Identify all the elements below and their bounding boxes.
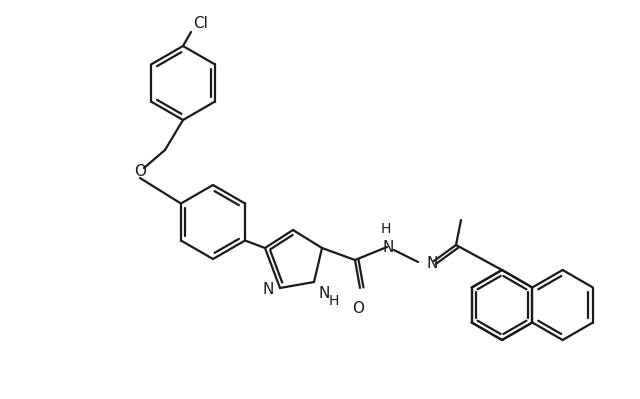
Text: O: O — [352, 301, 364, 316]
Text: O: O — [134, 164, 146, 180]
Text: N: N — [318, 286, 330, 301]
Text: Cl: Cl — [193, 16, 208, 31]
Text: H: H — [381, 222, 391, 236]
Text: N: N — [262, 282, 274, 296]
Text: H: H — [329, 294, 339, 308]
Text: N: N — [426, 255, 437, 271]
Text: N: N — [382, 241, 394, 255]
